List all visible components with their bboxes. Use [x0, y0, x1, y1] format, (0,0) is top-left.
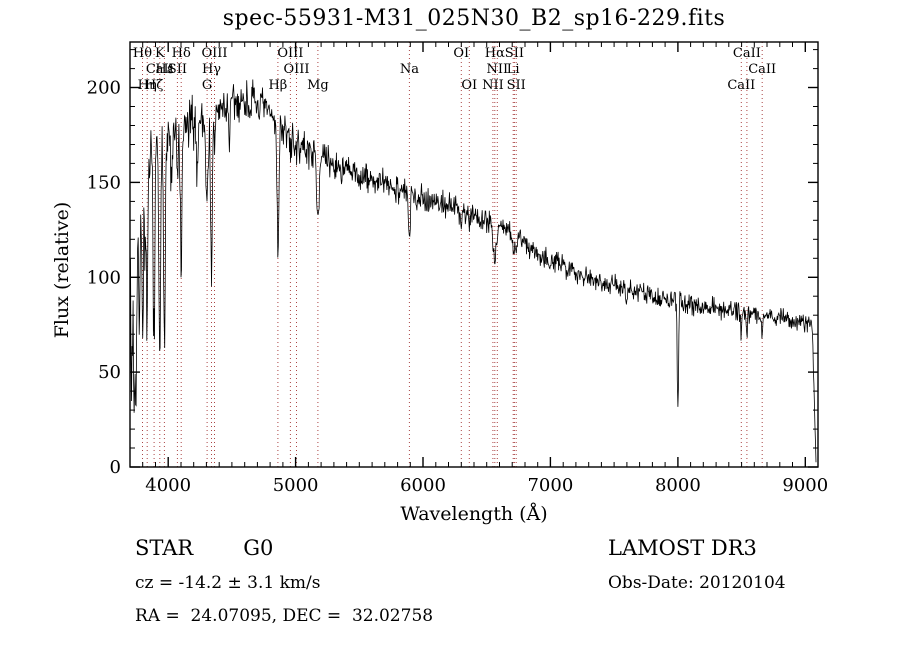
x-tick-label: 4000 [145, 475, 191, 496]
x-tick-label: 9000 [782, 475, 828, 496]
figure-title: spec-55931-M31_025N30_B2_sp16-229.fits [222, 6, 726, 31]
x-tick-label: 7000 [527, 475, 573, 496]
spectral-line-label: Mg [307, 78, 329, 93]
y-tick-label: 0 [110, 457, 121, 478]
spectral-line-label: Li [507, 62, 520, 77]
spectral-line-label: Hδ [172, 46, 191, 61]
spectral-line-label: CaII [146, 62, 174, 77]
spectrum-line [129, 79, 817, 463]
spectral-line-label: OI [453, 46, 469, 61]
survey-text: LAMOST DR3 [608, 536, 757, 560]
spectral-line-label: Na [400, 62, 419, 77]
plot-frame [129, 41, 819, 468]
y-tick-label: 100 [87, 267, 121, 288]
obs-date-text: Obs-Date: 20120104 [608, 573, 786, 593]
spectral-line-label: Hα [485, 46, 505, 61]
spectral-line-label: OI [461, 78, 477, 93]
y-tick-label: 150 [87, 172, 121, 193]
y-axis-label: Flux (relative) [51, 201, 73, 339]
spectral-line-label: G [202, 78, 212, 93]
y-tick-label: 200 [87, 78, 121, 99]
spectral-line-label: NII [486, 62, 508, 77]
y-tick-label: 50 [98, 362, 121, 383]
x-tick-label: 6000 [400, 475, 446, 496]
spectral-line-label: Hζ [145, 78, 163, 93]
spectral-line-label: Hθ [133, 46, 152, 61]
object-type: STAR [135, 536, 194, 560]
spectral-line-label: SII [507, 78, 526, 93]
subclass: G0 [243, 536, 274, 560]
spectral-line-label: Hβ [268, 78, 287, 93]
spectral-line-label: OIII [277, 46, 303, 61]
spectral-line-label: OIII [201, 46, 227, 61]
spectral-line-label: CaII [727, 78, 755, 93]
spectral-line-label: SII [505, 46, 524, 61]
ra-dec-text: RA = 24.07095, DEC = 32.02758 [135, 606, 434, 626]
spectral-line-label: OIII [283, 62, 309, 77]
spectral-line-label: Hη [138, 78, 157, 93]
spectral-line-label: Hε [155, 62, 173, 77]
x-tick-label: 8000 [655, 475, 701, 496]
spectral-line-label: CaII [748, 62, 776, 77]
cz-text: cz = -14.2 ± 3.1 km/s [135, 573, 321, 593]
spectral-line-label: CaII [733, 46, 761, 61]
x-tick-label: 5000 [273, 475, 319, 496]
classification-line: STAR G0 [135, 536, 273, 560]
x-axis-label: Wavelength (Å) [400, 503, 548, 525]
spectral-line-label: K [155, 46, 165, 61]
spectral-line-label: SII [168, 62, 187, 77]
spectral-line-label: NII [482, 78, 504, 93]
spectral-line-label: Hγ [202, 62, 221, 77]
